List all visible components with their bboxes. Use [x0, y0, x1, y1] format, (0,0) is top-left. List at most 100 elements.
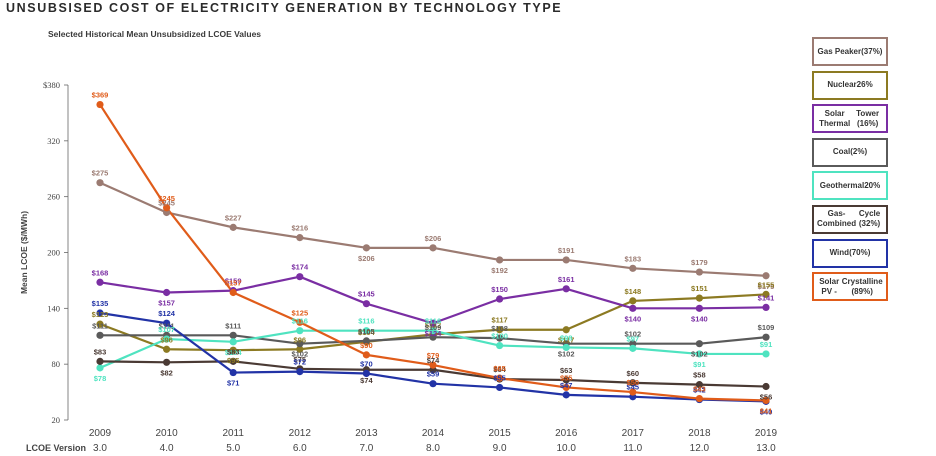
data-point — [629, 379, 637, 387]
data-label: $45 — [627, 383, 640, 392]
data-label: $150 — [491, 285, 508, 294]
legend-item: Nuclear 26% — [812, 70, 888, 100]
data-point — [695, 294, 704, 302]
data-label: $116 — [292, 317, 308, 326]
x-tick-label-version: 13.0 — [756, 443, 776, 454]
data-label: $174 — [291, 263, 309, 272]
data-point — [695, 268, 704, 276]
data-label: $135 — [92, 299, 109, 308]
data-point — [496, 334, 504, 342]
data-label: $206 — [425, 234, 442, 243]
x-tick-label-year: 2016 — [555, 428, 578, 439]
y-axis-title: Mean LCOE ($/MWh) — [19, 211, 29, 294]
data-point — [362, 300, 370, 308]
data-label: $104 — [225, 348, 243, 357]
data-label: $116 — [358, 317, 374, 326]
legend-label: 26% — [856, 80, 873, 90]
data-label: $183 — [624, 254, 641, 263]
data-label: $71 — [227, 379, 240, 388]
data-point — [496, 374, 504, 382]
data-label: $64 — [493, 365, 506, 374]
data-point — [362, 327, 370, 335]
data-point — [362, 337, 370, 345]
data-label: $161 — [558, 275, 575, 284]
data-label: $109 — [425, 323, 442, 332]
data-label: $95 — [227, 356, 240, 365]
data-label: $168 — [92, 268, 109, 277]
data-label: $275 — [92, 169, 109, 178]
data-point — [96, 179, 104, 187]
data-point — [429, 327, 437, 335]
data-point — [762, 333, 770, 341]
data-label: $151 — [691, 284, 708, 293]
data-label: $65 — [493, 364, 506, 373]
data-point — [429, 361, 437, 369]
data-point — [96, 309, 104, 317]
legend-item: Wind (70%) — [812, 238, 888, 268]
data-point — [163, 319, 171, 327]
data-point — [229, 368, 237, 377]
legend: Gas Peaker (37%) Nuclear 26% Solar Thermal To… — [812, 37, 888, 306]
data-label: $42 — [693, 386, 706, 395]
data-label: $96 — [294, 335, 307, 344]
data-point — [695, 394, 704, 403]
data-label: $369 — [92, 91, 109, 100]
legend-label: Geothermal — [819, 180, 865, 190]
data-label: $155 — [758, 280, 775, 289]
data-point — [629, 304, 637, 312]
data-label: $56 — [760, 393, 773, 402]
x-tick-label-year: 2017 — [622, 428, 645, 439]
data-label: $140 — [624, 314, 641, 323]
data-label: $105 — [358, 327, 375, 336]
data-point — [762, 272, 770, 280]
x-tick-label-year: 2019 — [755, 428, 778, 439]
data-label: $72 — [294, 358, 307, 367]
data-label: $125 — [291, 308, 308, 317]
data-point — [229, 346, 237, 354]
data-label: $58 — [693, 371, 706, 380]
legend-item: Gas Peaker (37%) — [812, 37, 888, 66]
data-label: $159 — [225, 277, 242, 286]
legend-label: Gas- Combined — [817, 209, 857, 229]
data-point — [429, 319, 437, 327]
data-label: $116 — [425, 317, 441, 326]
data-label: $79 — [427, 351, 440, 360]
x-secondary-axis-title: LCOE Version — [26, 443, 86, 453]
data-point — [762, 303, 770, 312]
legend-label: Crystalline (89%) — [841, 276, 883, 296]
data-label: $191 — [558, 246, 575, 255]
legend-label: (2%) — [850, 147, 868, 157]
legend-item: Solar Thermal Tower (16%) — [812, 104, 888, 134]
data-label: $141 — [758, 293, 775, 302]
data-point — [695, 350, 704, 358]
data-point — [163, 204, 171, 212]
data-point — [496, 295, 504, 303]
legend-label: Cycle (32%) — [858, 209, 881, 229]
data-point — [562, 343, 570, 352]
data-label: $90 — [360, 341, 373, 350]
data-point — [629, 388, 637, 396]
data-label: $91 — [693, 360, 706, 369]
data-label: $59 — [427, 370, 440, 379]
data-point — [429, 244, 437, 252]
data-label: $107 — [158, 325, 175, 334]
data-point — [562, 256, 570, 264]
data-label: $111 — [159, 321, 175, 330]
data-label: $100 — [491, 332, 508, 341]
data-point — [762, 396, 770, 405]
x-tick-label-year: 2010 — [155, 428, 178, 439]
data-label: $148 — [624, 287, 641, 296]
data-point — [296, 345, 304, 353]
data-label: $108 — [491, 324, 508, 333]
data-label: $124 — [425, 329, 443, 338]
data-point — [562, 285, 570, 293]
data-point — [296, 234, 304, 242]
data-point — [762, 290, 770, 298]
data-label: $245 — [158, 194, 175, 203]
y-tick-label: 200 — [47, 248, 60, 258]
x-tick-label-version: 3.0 — [93, 443, 107, 454]
data-label: $227 — [225, 213, 242, 222]
data-point — [229, 288, 237, 297]
data-label: $47 — [560, 381, 573, 390]
data-label: $74 — [360, 376, 373, 385]
